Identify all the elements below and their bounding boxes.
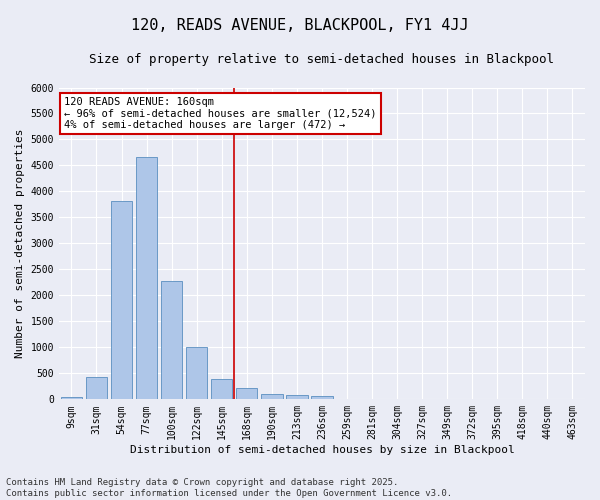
Bar bbox=[261, 394, 283, 400]
Bar bbox=[161, 281, 182, 400]
Bar bbox=[136, 156, 157, 400]
Text: Contains HM Land Registry data © Crown copyright and database right 2025.
Contai: Contains HM Land Registry data © Crown c… bbox=[6, 478, 452, 498]
Bar bbox=[86, 377, 107, 400]
X-axis label: Distribution of semi-detached houses by size in Blackpool: Distribution of semi-detached houses by … bbox=[130, 445, 514, 455]
Bar bbox=[61, 396, 82, 400]
Y-axis label: Number of semi-detached properties: Number of semi-detached properties bbox=[15, 128, 25, 358]
Bar bbox=[236, 388, 257, 400]
Bar bbox=[211, 378, 232, 400]
Text: 120 READS AVENUE: 160sqm
← 96% of semi-detached houses are smaller (12,524)
4% o: 120 READS AVENUE: 160sqm ← 96% of semi-d… bbox=[64, 97, 377, 130]
Bar bbox=[186, 348, 208, 400]
Bar bbox=[111, 201, 132, 400]
Bar bbox=[311, 396, 332, 400]
Text: 120, READS AVENUE, BLACKPOOL, FY1 4JJ: 120, READS AVENUE, BLACKPOOL, FY1 4JJ bbox=[131, 18, 469, 32]
Title: Size of property relative to semi-detached houses in Blackpool: Size of property relative to semi-detach… bbox=[89, 52, 554, 66]
Bar bbox=[286, 396, 308, 400]
